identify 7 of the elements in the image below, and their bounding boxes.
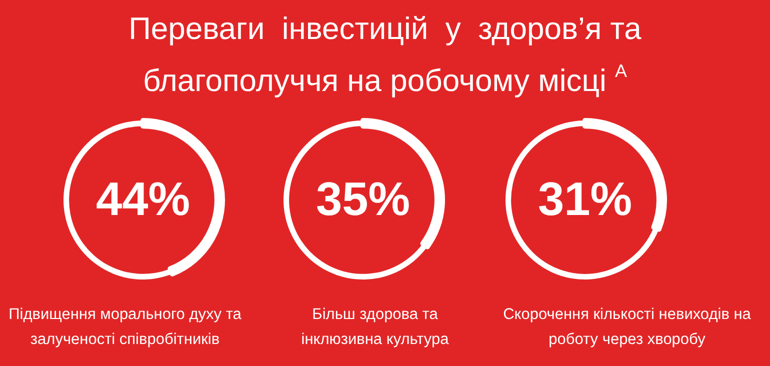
text: Підвищення морального духу та залученості співробітників [8,305,242,350]
data-label: 31% [538,172,632,225]
text: Скорочення кількості невиходів на роботу через хворобу [502,305,752,350]
data-label: 35% [316,172,410,225]
data-label: 44% [96,172,190,225]
text: Більш здорова та інклюзивна культура [300,305,450,350]
text: Переваги інвестицій у здоров’я та благополуччя на робочому місці $^{A}$ [128,10,642,100]
